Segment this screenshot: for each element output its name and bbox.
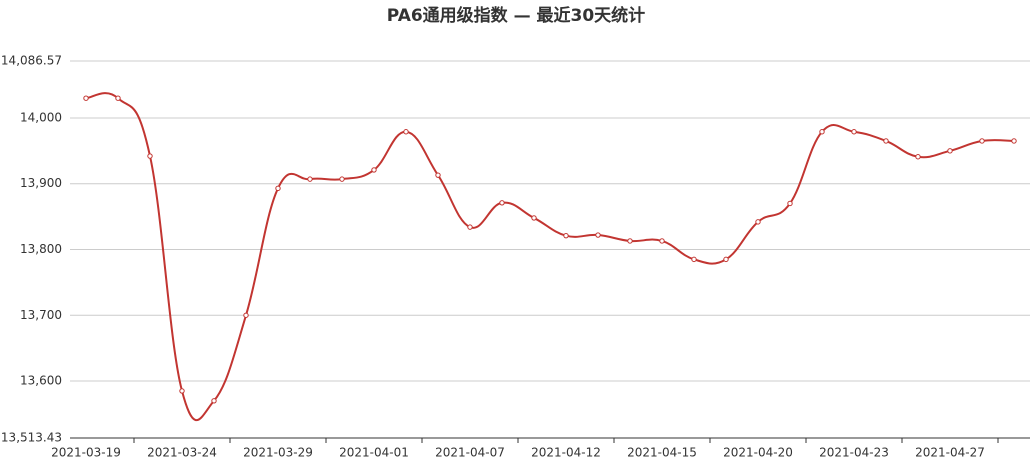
data-point [499, 200, 505, 206]
data-point [627, 238, 633, 244]
data-point [723, 256, 729, 263]
x-tick-label: 2021-04-27 [915, 446, 985, 460]
data-point [787, 200, 793, 207]
y-tick-label: 13,513.43 [1, 431, 62, 445]
data-point [435, 172, 441, 178]
x-tick-label: 2021-04-23 [819, 446, 889, 460]
line-series [85, 92, 1015, 421]
data-point [243, 312, 249, 318]
data-point [883, 138, 889, 144]
data-point [403, 129, 409, 135]
data-point [211, 398, 217, 404]
data-point [275, 185, 281, 192]
data-point [659, 238, 665, 244]
data-point [755, 219, 761, 225]
x-tick-label: 2021-04-01 [339, 446, 409, 460]
data-point [691, 256, 697, 263]
data-point [467, 224, 473, 230]
data-point [179, 388, 185, 394]
data-point [947, 148, 953, 154]
data-point [563, 232, 569, 239]
data-point [1011, 138, 1017, 144]
x-tick-label: 2021-04-20 [723, 446, 793, 460]
data-point [531, 215, 537, 221]
data-point [339, 176, 345, 182]
x-tick-label: 2021-03-19 [51, 446, 121, 460]
data-point [915, 154, 921, 160]
x-tick-label: 2021-04-07 [435, 446, 505, 460]
x-tick-label: 2021-03-29 [243, 446, 313, 460]
data-point [307, 176, 313, 182]
data-point [979, 138, 985, 144]
data-point [851, 129, 857, 135]
chart-title: PA6通用级指数 — 最近30天统计 [387, 5, 645, 26]
data-point [115, 95, 121, 101]
data-point [147, 153, 153, 159]
y-tick-label: 14,000 [20, 110, 62, 124]
data-point [371, 167, 377, 173]
y-tick-label: 13,600 [20, 374, 62, 388]
y-tick-label: 13,700 [20, 308, 62, 322]
x-tick-label: 2021-04-15 [627, 446, 697, 460]
y-tick-label: 13,800 [20, 242, 62, 256]
y-tick-label: 14,086.57 [1, 54, 62, 68]
y-tick-label: 13,900 [20, 176, 62, 190]
data-point [819, 129, 825, 135]
x-tick-label: 2021-03-24 [147, 446, 217, 460]
data-point [595, 232, 601, 238]
data-point [83, 95, 89, 101]
x-tick-label: 2021-04-12 [531, 446, 601, 460]
